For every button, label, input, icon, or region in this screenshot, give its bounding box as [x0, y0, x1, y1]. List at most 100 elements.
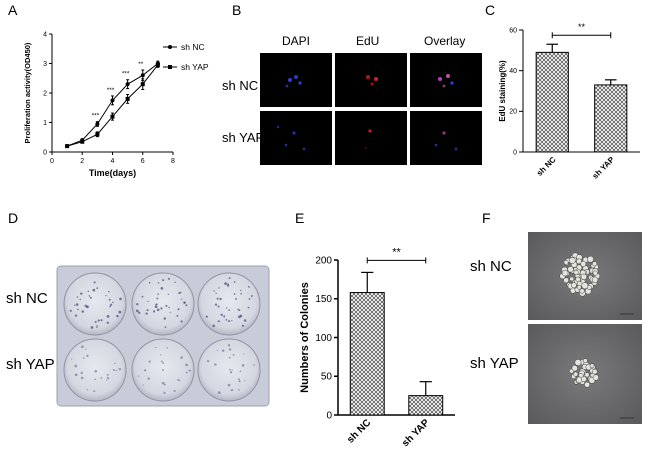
- cell: [571, 365, 578, 372]
- colony-dot: [74, 364, 78, 368]
- colony-dot: [227, 320, 230, 323]
- colony-dot: [226, 307, 228, 309]
- well-r2-c2: [131, 338, 195, 402]
- colony-dot: [220, 313, 223, 316]
- well-r2-c1: [63, 338, 127, 402]
- cell: [568, 257, 576, 264]
- y-tick-label: 2: [43, 91, 47, 98]
- well: [63, 338, 127, 402]
- cell: [589, 363, 595, 369]
- colony-dot: [161, 381, 165, 385]
- data-point: [110, 98, 115, 103]
- colony-dot: [177, 378, 180, 381]
- colony-dot: [74, 304, 76, 306]
- data-point: [65, 144, 70, 149]
- y-tick-label: 200: [315, 255, 332, 266]
- colony-dot: [137, 375, 140, 377]
- image-dapi-sh-nc: [260, 53, 332, 107]
- colony-dot: [188, 369, 191, 372]
- cell: [587, 255, 594, 263]
- colony-dot: [164, 326, 167, 328]
- colony-dot: [94, 320, 97, 323]
- colony-dot: [94, 378, 97, 381]
- y-tick-label: 50: [321, 372, 333, 383]
- panel-letter-b: B: [232, 2, 242, 18]
- colony-dot: [247, 306, 250, 309]
- colony-dot: [106, 315, 110, 318]
- colony-dot: [163, 391, 166, 395]
- colony-dot: [80, 292, 83, 295]
- image-edu-sh-yap: [335, 111, 407, 165]
- colony-dot: [77, 308, 79, 311]
- cell: [584, 381, 591, 388]
- colony-dot: [118, 310, 122, 314]
- colony-dot: [160, 287, 164, 290]
- colony-dot: [90, 326, 94, 329]
- colony-dot: [81, 310, 85, 313]
- colony-dot: [238, 309, 241, 312]
- series-sh-yap: [65, 62, 160, 149]
- cell: [563, 259, 569, 265]
- y-tick-label: 100: [315, 333, 332, 344]
- colony-dot: [106, 379, 108, 381]
- colony-dot: [169, 311, 171, 313]
- colony-dot: [235, 297, 238, 300]
- y-tick-label: 0: [513, 149, 517, 156]
- colony-dot: [112, 301, 114, 304]
- data-point: [140, 73, 145, 78]
- bar-sh-nc: [535, 51, 569, 153]
- y-tick-label: 40: [509, 68, 517, 75]
- colony-dot: [76, 296, 79, 298]
- colony-dot: [216, 349, 219, 352]
- y-tick-label: 1: [43, 120, 47, 127]
- row-label-sh-yap: sh YAP: [470, 355, 519, 372]
- colony-dot: [167, 293, 170, 295]
- colony-dot: [232, 354, 235, 356]
- colony-dot: [152, 310, 156, 313]
- colony-dot: [240, 289, 242, 292]
- colony-dot: [233, 293, 236, 295]
- colony-dot: [74, 314, 78, 317]
- bar-sh-nc: [349, 292, 385, 416]
- x-tick-label: 6: [141, 158, 145, 165]
- panel-letter-c: C: [485, 2, 496, 18]
- cell: [570, 282, 577, 289]
- colony-dot: [112, 369, 115, 371]
- colony-dot: [147, 300, 149, 302]
- colony-dot: [96, 325, 98, 327]
- well-r1-c3: [197, 272, 261, 336]
- colony-dot: [244, 379, 246, 382]
- y-tick-label: 0: [43, 150, 47, 157]
- legend-label: sh YAP: [181, 62, 209, 72]
- cell: [575, 276, 581, 282]
- bar-sh-yap: [408, 395, 444, 416]
- colony-dot: [215, 292, 217, 294]
- colony-dot: [219, 297, 222, 301]
- colony-dot: [227, 283, 230, 286]
- colony-dot: [165, 304, 168, 307]
- colony-dot: [87, 290, 89, 293]
- colony-dot: [80, 371, 84, 375]
- colony-dot: [84, 304, 87, 308]
- colony-dot: [160, 307, 163, 310]
- row-label-sh-yap: sh YAP: [222, 130, 265, 145]
- image-overlay-sh-nc: [410, 53, 482, 107]
- significance-marker: **: [392, 246, 401, 258]
- cell: [561, 269, 569, 277]
- colony-dot: [96, 287, 99, 290]
- colony-dot: [230, 388, 234, 392]
- cell: [592, 374, 599, 381]
- category-label: sh YAP: [400, 417, 432, 449]
- colony-dot: [115, 369, 117, 372]
- cell: [581, 376, 587, 383]
- colony-dot: [155, 346, 157, 349]
- y-axis-label: Numbers of Colonies: [299, 282, 311, 393]
- colony-dot: [162, 362, 165, 364]
- significance-marker: **: [578, 22, 586, 32]
- image-edu-sh-nc: [335, 53, 407, 107]
- well-r1-c2: [131, 272, 195, 336]
- colony-dot: [248, 298, 251, 300]
- well: [131, 272, 195, 336]
- y-tick-label: 150: [315, 294, 332, 305]
